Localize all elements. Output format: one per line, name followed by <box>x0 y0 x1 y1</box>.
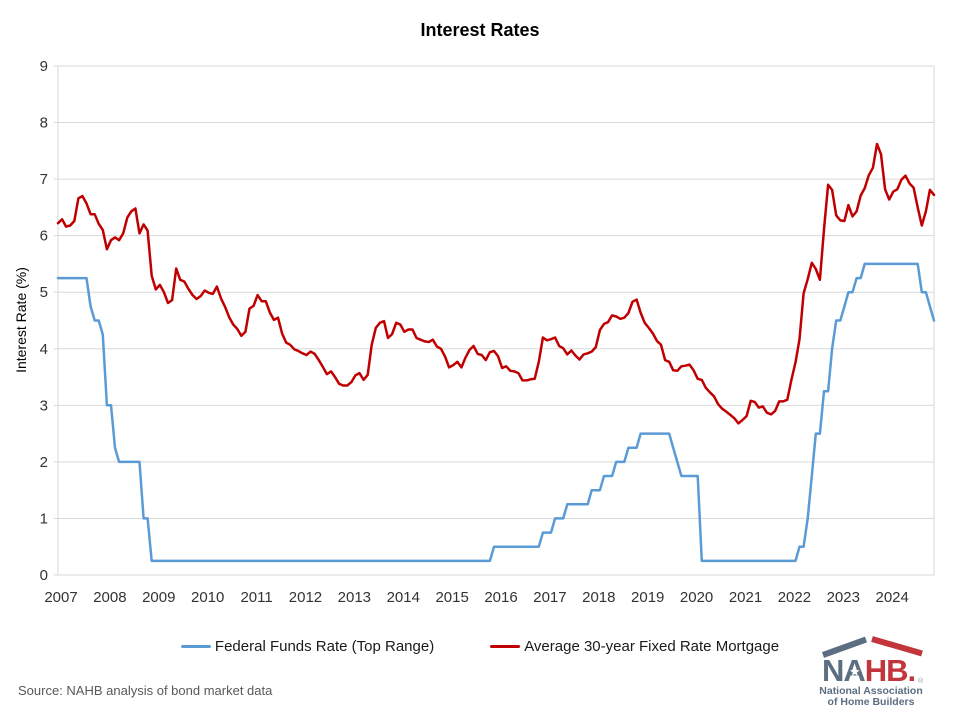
x-tick-label: 2022 <box>778 589 811 606</box>
logo-roof-left-icon <box>821 636 868 658</box>
nahb-logo: NAHB. ★ ® National Association of Home B… <box>819 636 924 708</box>
y-tick-label: 1 <box>40 510 48 527</box>
x-tick-label: 2007 <box>44 589 77 606</box>
logo-star-icon: ★ <box>849 664 861 679</box>
y-tick-label: 8 <box>40 115 48 132</box>
x-tick-label: 2020 <box>680 589 713 606</box>
x-tick-label: 2013 <box>338 589 371 606</box>
y-tick-label: 2 <box>40 454 48 471</box>
source-note: Source: NAHB analysis of bond market dat… <box>18 683 273 698</box>
x-tick-label: 2011 <box>240 589 272 606</box>
y-tick-label: 5 <box>40 284 48 301</box>
x-tick-label: 2014 <box>387 589 420 606</box>
x-tick-label: 2018 <box>582 589 615 606</box>
y-tick-label: 9 <box>40 58 48 75</box>
x-tick-label: 2016 <box>484 589 517 606</box>
legend-label-mortgage: Average 30-year Fixed Rate Mortgage <box>524 638 780 655</box>
chart-title: Interest Rates <box>420 20 540 40</box>
federal-funds-legend-swatch-icon <box>180 644 211 649</box>
x-tick-label: 2024 <box>875 589 908 606</box>
plot-area: 0 1 2 3 4 5 6 7 8 9 2007 2008 2009 2010 2011 2012 2013 20… <box>40 58 936 606</box>
federal-funds-line <box>56 262 936 563</box>
mortgage-line <box>56 142 936 425</box>
logo-line2: of Home Builders <box>828 696 915 708</box>
y-tick-label: 6 <box>40 228 48 245</box>
y-tick-label: 4 <box>40 341 48 358</box>
legend-label-federal-funds: Federal Funds Rate (Top Range) <box>214 638 435 655</box>
logo-acronym: NAHB. <box>822 653 915 688</box>
legend-item-mortgage: Average 30-year Fixed Rate Mortgage <box>490 638 779 655</box>
legend-item-federal-funds: Federal Funds Rate (Top Range) <box>180 638 435 655</box>
x-tick-label: 2021 <box>729 589 762 606</box>
logo-registered-icon: ® <box>918 677 924 685</box>
x-tick-label: 2019 <box>631 589 664 606</box>
logo-line1: National Association <box>819 685 922 697</box>
logo-roof-right-icon <box>871 636 923 657</box>
x-tick-label: 2012 <box>289 589 322 606</box>
mortgage-legend-swatch-icon <box>490 644 521 649</box>
plot-border <box>57 65 935 576</box>
x-tick-label: 2010 <box>191 589 224 606</box>
legend: Federal Funds Rate (Top Range) Average 3… <box>0 638 960 655</box>
y-tick-label: 0 <box>40 567 48 584</box>
x-tick-label: 2008 <box>93 589 126 606</box>
x-tick-label: 2023 <box>827 589 860 606</box>
y-tick-label: 3 <box>40 397 48 414</box>
x-tick-label: 2009 <box>142 589 175 606</box>
x-tick-label: 2015 <box>435 589 468 606</box>
y-tick-label: 7 <box>40 171 48 188</box>
x-tick-label: 2017 <box>533 589 566 606</box>
